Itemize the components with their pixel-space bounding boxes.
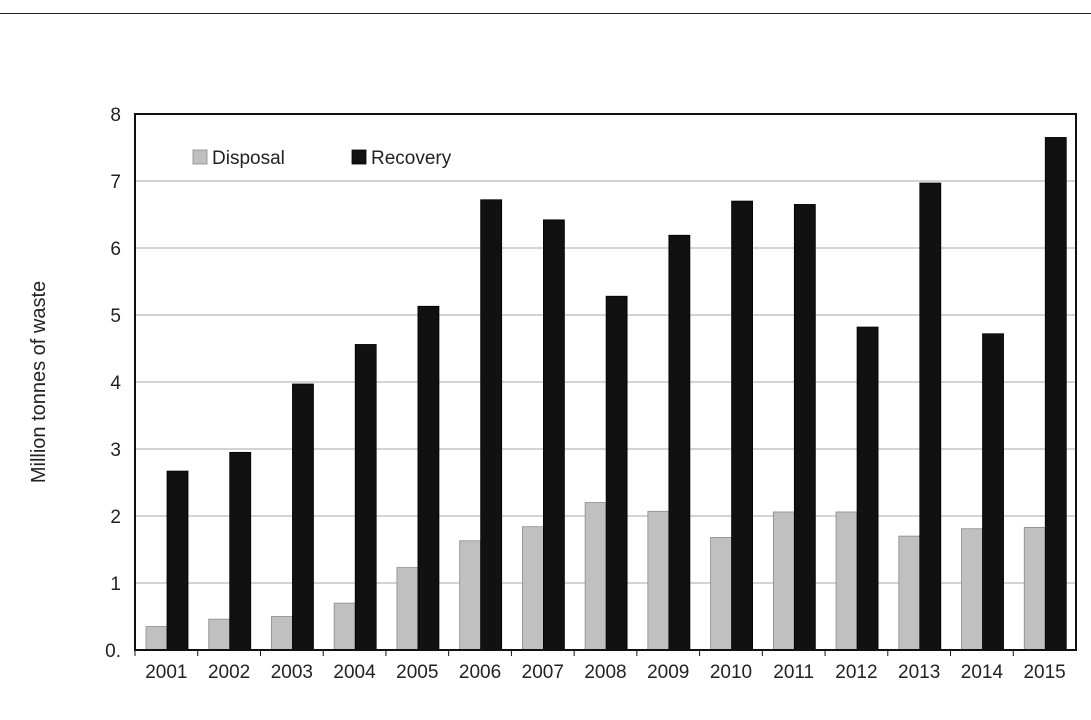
recovery-bar-2001 (166, 470, 189, 651)
recovery-bar-2011 (793, 204, 816, 651)
recovery-bar-2002 (229, 451, 252, 651)
x-tick-label: 2009 (647, 662, 689, 683)
recovery-bar-2008 (605, 295, 628, 651)
x-tick-label: 2001 (145, 662, 187, 683)
plot-border (134, 113, 1077, 651)
recovery-bar-2009 (668, 234, 691, 651)
recovery-bar-2013 (919, 182, 942, 651)
legend: Disposal Recovery (192, 148, 452, 169)
y-tick-label: 5 (110, 306, 121, 327)
x-tick-label: 2012 (835, 662, 877, 683)
y-tick-label: 2 (110, 507, 121, 528)
x-tick-label: 2014 (961, 662, 1004, 683)
y-tick-label: 3 (110, 440, 121, 461)
x-tick-labels: 2001 2002 2003 2004 2005 2006 2007 2008 2009 2010… (134, 650, 1066, 683)
recovery-bar-2005 (417, 305, 440, 651)
disposal-bar-2007 (522, 526, 544, 651)
disposal-bar-2009 (647, 510, 670, 651)
legend-label-recovery: Recovery (371, 148, 452, 169)
x-tick-label: 2013 (898, 662, 940, 683)
top-divider (0, 13, 1091, 14)
y-tick-label: 8 (110, 105, 121, 126)
disposal-bar-2010 (710, 537, 732, 651)
recovery-bar-2004 (354, 344, 377, 651)
x-tick-label: 2007 (522, 662, 564, 683)
disposal-bar-2006 (459, 540, 482, 651)
recovery-bar-2006 (480, 199, 503, 651)
y-tick-label: 1 (110, 574, 121, 595)
bars (145, 137, 1067, 651)
disposal-bar-2001 (145, 626, 168, 651)
x-tick-label: 2015 (1023, 662, 1065, 683)
disposal-bar-2008 (584, 502, 607, 651)
disposal-bar-2012 (835, 511, 858, 651)
disposal-bar-2005 (396, 567, 419, 651)
legend-swatch-recovery (351, 149, 367, 165)
disposal-bar-2015 (1023, 526, 1046, 651)
y-tick-label: 7 (110, 172, 121, 193)
legend-label-disposal: Disposal (212, 148, 285, 169)
y-axis-label: Million tonnes of waste (28, 281, 50, 483)
disposal-bar-2014 (961, 528, 983, 651)
y-tick-label: 6 (110, 239, 121, 260)
recovery-bar-2014 (982, 333, 1004, 651)
x-tick-label: 2002 (208, 662, 250, 683)
y-tick-labels: 0. 1 2 3 4 5 6 7 8 (105, 105, 121, 662)
disposal-bar-2013 (898, 535, 921, 651)
disposal-bar-2003 (271, 616, 293, 651)
x-tick-label: 2003 (271, 662, 313, 683)
x-tick-label: 2008 (584, 662, 626, 683)
recovery-bar-2012 (856, 326, 879, 651)
x-tick-label: 2005 (396, 662, 438, 683)
x-tick-label: 2011 (773, 662, 814, 683)
disposal-bar-2004 (333, 602, 356, 651)
recovery-bar-2003 (292, 383, 314, 651)
recovery-bar-2015 (1044, 137, 1067, 651)
x-tick-label: 2010 (710, 662, 752, 683)
recovery-bar-2010 (731, 200, 753, 651)
recovery-bar-2007 (543, 219, 565, 651)
legend-swatch-disposal (192, 149, 208, 165)
disposal-bar-2011 (772, 511, 795, 651)
y-tick-label: 4 (110, 373, 121, 394)
x-tick-label: 2006 (459, 662, 501, 683)
y-tick-label: 0. (105, 641, 121, 662)
disposal-bar-2002 (208, 618, 231, 651)
x-tick-label: 2004 (333, 662, 376, 683)
